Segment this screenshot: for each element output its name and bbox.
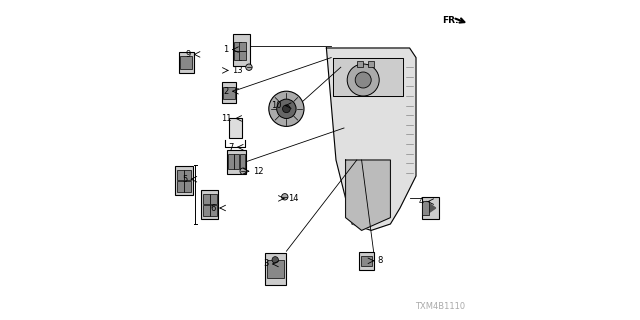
Bar	[210, 194, 216, 204]
Text: 9: 9	[185, 50, 191, 59]
Bar	[184, 181, 191, 192]
Text: TXM4B1110: TXM4B1110	[415, 302, 466, 311]
Text: 14: 14	[288, 194, 298, 203]
Circle shape	[269, 91, 304, 126]
Polygon shape	[333, 58, 403, 96]
Text: 7: 7	[228, 143, 234, 152]
Text: 8: 8	[378, 256, 383, 265]
Text: 5: 5	[182, 175, 187, 184]
Polygon shape	[426, 201, 436, 215]
Bar	[422, 197, 439, 219]
Bar	[357, 61, 364, 67]
Text: 12: 12	[253, 167, 263, 176]
Bar	[180, 56, 193, 69]
Bar	[267, 260, 284, 278]
Circle shape	[246, 64, 252, 70]
Bar	[239, 42, 246, 51]
Bar	[233, 34, 250, 66]
Bar	[177, 181, 184, 192]
Text: 6: 6	[211, 204, 216, 212]
Text: 2: 2	[223, 87, 229, 96]
Bar	[202, 205, 210, 216]
Circle shape	[276, 99, 296, 118]
Text: 3: 3	[264, 260, 269, 268]
Bar	[201, 190, 218, 219]
Bar	[223, 87, 235, 99]
Bar	[422, 201, 429, 215]
Bar	[175, 166, 193, 195]
Bar	[234, 42, 241, 51]
Bar	[202, 194, 210, 204]
Text: 10: 10	[271, 101, 282, 110]
Bar	[227, 150, 246, 173]
Bar	[361, 256, 372, 266]
Bar	[368, 61, 374, 67]
Bar	[177, 170, 184, 180]
Text: 4: 4	[419, 197, 424, 206]
Circle shape	[355, 72, 371, 88]
Polygon shape	[326, 48, 416, 230]
Bar	[210, 205, 216, 216]
Text: FR.: FR.	[442, 16, 459, 25]
Bar	[240, 155, 245, 169]
Bar	[184, 170, 191, 180]
Bar	[221, 83, 236, 103]
Bar	[234, 155, 239, 169]
Polygon shape	[346, 160, 390, 230]
Text: 13: 13	[232, 66, 243, 75]
Circle shape	[282, 194, 288, 200]
Circle shape	[240, 168, 246, 174]
Bar	[228, 155, 234, 169]
Bar	[179, 52, 194, 73]
Bar	[234, 51, 241, 60]
Text: 11: 11	[221, 114, 232, 123]
Bar	[229, 118, 242, 139]
Text: 1: 1	[223, 45, 229, 54]
Bar	[239, 51, 246, 60]
Circle shape	[272, 257, 278, 263]
Bar	[359, 252, 374, 269]
Bar	[265, 253, 285, 285]
Circle shape	[347, 64, 379, 96]
Circle shape	[282, 105, 291, 113]
